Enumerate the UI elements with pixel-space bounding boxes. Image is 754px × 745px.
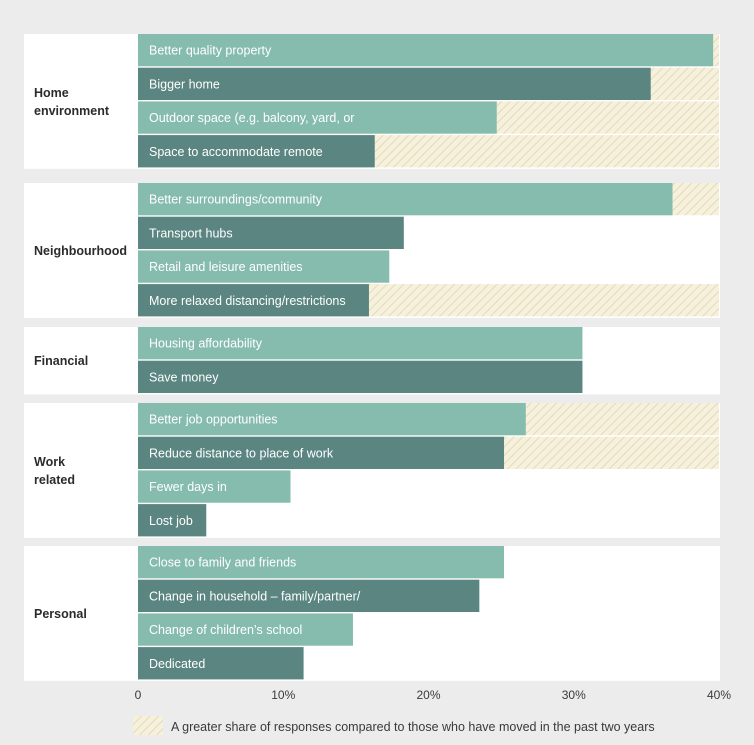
hatch-segment — [374, 135, 719, 168]
group-label-personal: Personal — [34, 607, 87, 621]
bar — [138, 101, 497, 134]
bar-label: Bigger home — [149, 77, 220, 91]
x-tick-label: 10% — [271, 688, 295, 702]
bar — [138, 360, 583, 393]
bar-label: Space to accommodate remote — [149, 145, 323, 159]
bar — [138, 284, 369, 317]
group-label-home-environment: environment — [34, 104, 110, 118]
group-label-neighbourhood: Neighbourhood — [34, 244, 127, 258]
bar-label: More relaxed distancing/restrictions — [149, 294, 346, 308]
hatch-segment — [713, 34, 719, 67]
bar-label: Change of children’s school — [149, 623, 302, 637]
bar — [138, 183, 673, 216]
x-tick-label: 20% — [416, 688, 440, 702]
bar-label: Reduce distance to place of work — [149, 446, 334, 460]
x-tick-label: 0 — [135, 688, 142, 702]
hatch-segment — [368, 284, 719, 317]
bar — [138, 216, 404, 249]
bar — [138, 403, 526, 436]
bar-label: Housing affordability — [149, 337, 263, 351]
bar — [138, 34, 714, 67]
bar-label: Dedicated — [149, 657, 205, 671]
bar-label: Better surroundings/community — [149, 193, 323, 207]
hatch-segment — [525, 403, 719, 436]
bar-label: Close to family and friends — [149, 556, 296, 570]
group-label-financial: Financial — [34, 354, 88, 368]
x-tick-label: 40% — [707, 688, 731, 702]
legend-swatch — [133, 716, 163, 735]
bar-label: Outdoor space (e.g. balcony, yard, or — [149, 111, 354, 125]
bar — [138, 327, 583, 360]
bar-label: Better quality property — [149, 44, 272, 58]
hatch-segment — [496, 101, 719, 134]
bar — [138, 579, 480, 612]
bar — [138, 135, 375, 168]
bar-label: Lost job — [149, 514, 193, 528]
bar-label: Retail and leisure amenities — [149, 260, 303, 274]
bar — [138, 504, 207, 537]
bar-label: Better job opportunities — [149, 413, 278, 427]
hatch-segment — [650, 67, 719, 100]
group-label-work-related: Work — [34, 455, 65, 469]
bar — [138, 436, 505, 469]
bar-label: Save money — [149, 370, 219, 384]
x-tick-label: 30% — [562, 688, 586, 702]
bar — [138, 67, 651, 100]
bar-label: Change in household – family/partner/ — [149, 589, 361, 603]
hatch-segment — [504, 436, 719, 469]
group-label-home-environment: Home — [34, 86, 69, 100]
bar — [138, 546, 505, 579]
bar — [138, 613, 353, 646]
bar-label: Fewer days in — [149, 480, 227, 494]
bar — [138, 250, 390, 283]
bar-label: Transport hubs — [149, 226, 233, 240]
bar — [138, 470, 291, 503]
hatch-segment — [672, 183, 719, 216]
legend-label: A greater share of responses compared to… — [171, 720, 655, 734]
group-label-work-related: related — [34, 473, 75, 487]
bar — [138, 647, 304, 680]
